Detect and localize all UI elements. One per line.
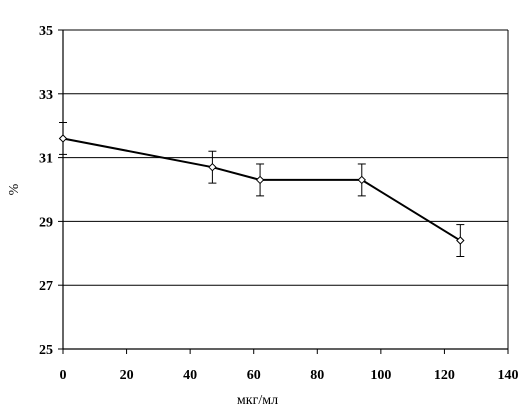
y-tick-label-4: 33 xyxy=(39,88,53,103)
series-line-0 xyxy=(62,137,461,242)
data-point-2 xyxy=(255,175,265,185)
y-tick-label-2: 29 xyxy=(39,215,53,230)
y-tick-label-1: 27 xyxy=(39,279,53,294)
data-point-1 xyxy=(208,162,217,172)
x-tick-label-7: 140 xyxy=(498,368,519,383)
y-tick-label-0: 25 xyxy=(39,343,53,358)
y-tick-labels: 25 27 29 31 33 35 xyxy=(39,24,53,358)
x-tick-label-2: 40 xyxy=(183,368,197,383)
x-axis-label: мкг/мл xyxy=(237,393,278,408)
gridlines xyxy=(63,29,509,349)
data-point-0 xyxy=(58,134,68,143)
axes xyxy=(58,29,509,354)
x-tick-labels: 0 20 40 60 80 100 120 140 xyxy=(60,368,519,383)
x-tick-label-5: 100 xyxy=(370,368,391,383)
x-tick-label-6: 120 xyxy=(434,368,455,383)
x-tick-label-1: 20 xyxy=(120,368,134,383)
y-tick-label-3: 31 xyxy=(39,152,53,167)
x-tick-label-3: 60 xyxy=(247,368,261,383)
data-series xyxy=(58,122,465,257)
y-tick-label-5: 35 xyxy=(39,24,53,39)
y-axis-label: % xyxy=(7,183,22,195)
data-point-3 xyxy=(357,175,366,185)
x-tick-label-0: 0 xyxy=(60,368,67,383)
data-point-4 xyxy=(456,236,465,245)
x-tick-label-4: 80 xyxy=(310,368,324,383)
